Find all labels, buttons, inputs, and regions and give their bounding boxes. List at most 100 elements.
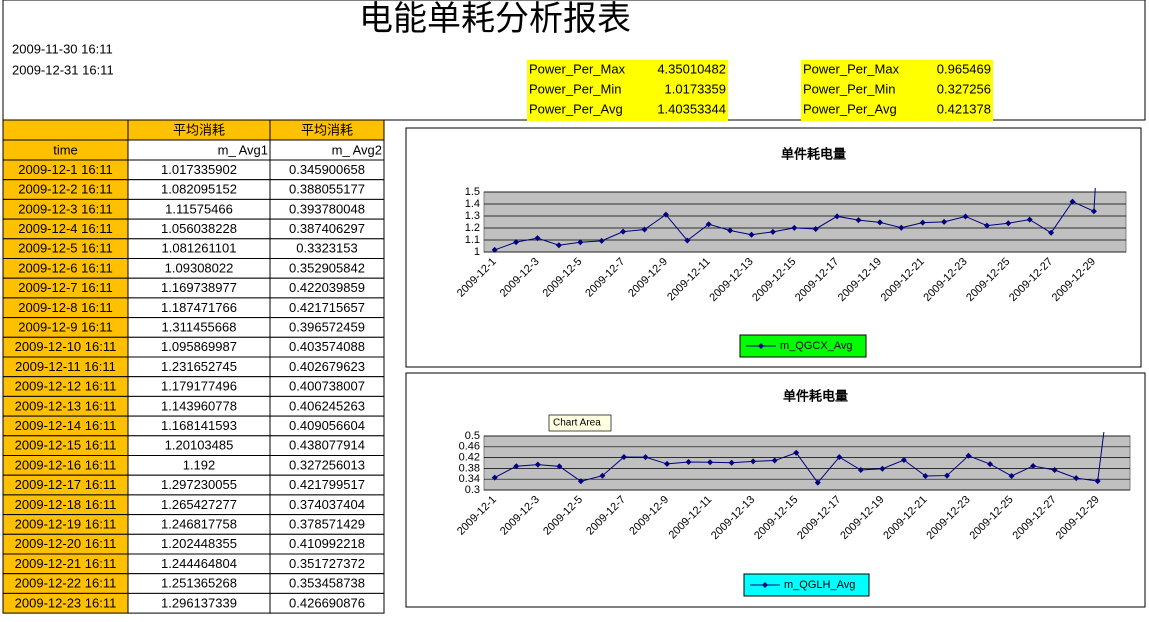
value-cell: 0.351727372 <box>289 556 365 571</box>
value-cell: 1.081261101 <box>162 241 237 256</box>
value-cell: 1.265427277 <box>161 497 237 512</box>
series-marker <box>664 460 671 467</box>
value-cell: 0.353458738 <box>289 576 365 591</box>
value-cell: 0.403574088 <box>289 339 365 354</box>
column-header: m_ Avg1 <box>218 142 268 157</box>
series-marker <box>879 465 886 472</box>
value-cell: 1.143960778 <box>161 398 237 413</box>
stat-value: 0.421378 <box>937 101 991 116</box>
value-cell: 1.017335902 <box>161 162 237 177</box>
series-marker <box>983 222 990 229</box>
stat-label: Power_Per_Max <box>803 61 900 76</box>
series-marker <box>555 242 562 249</box>
plot-area <box>483 435 1131 491</box>
series-marker <box>812 225 819 232</box>
time-cell: 2009-12-20 16:11 <box>15 536 117 551</box>
legend-marker <box>762 582 768 588</box>
value-cell: 0.345900658 <box>289 162 365 177</box>
series-marker <box>1048 229 1055 236</box>
series-marker <box>577 239 584 246</box>
time-cell: 2009-12-16 16:11 <box>15 457 117 472</box>
value-cell: 1.20103485 <box>165 438 234 453</box>
time-cell: 2009-12-10 16:11 <box>15 339 117 354</box>
y-tick-label: 1.4 <box>465 198 480 210</box>
series-marker <box>1069 198 1076 205</box>
series-marker <box>685 459 692 466</box>
chart-title: 单件耗电量 <box>781 146 846 161</box>
series-marker <box>513 239 520 246</box>
time-cell: 2009-12-12 16:11 <box>15 379 117 394</box>
value-cell: 0.410992218 <box>289 536 365 551</box>
value-cell: 1.082095152 <box>161 182 237 197</box>
y-tick-label: 1 <box>474 246 480 258</box>
value-cell: 0.406245263 <box>289 398 365 413</box>
value-cell: 1.187471766 <box>161 300 237 315</box>
value-cell: 0.374037404 <box>289 497 365 512</box>
series-marker <box>941 218 948 225</box>
column-header: time <box>53 142 78 157</box>
series-marker <box>943 472 950 479</box>
value-cell: 0.438077914 <box>289 438 365 453</box>
series-marker <box>513 463 520 470</box>
value-cell: 1.297230055 <box>161 477 237 492</box>
series-marker <box>836 454 843 461</box>
value-cell: 1.246817758 <box>161 517 237 532</box>
series-marker <box>684 237 691 244</box>
series-marker <box>1051 467 1058 474</box>
series-marker <box>1030 462 1037 469</box>
tooltip-box <box>548 414 612 432</box>
y-tick-label: 0.42 <box>459 452 480 464</box>
series-marker <box>791 224 798 231</box>
value-cell: 1.192 <box>183 457 216 472</box>
time-cell: 2009-12-13 16:11 <box>15 398 117 413</box>
table-cell <box>2 119 129 141</box>
value-cell: 1.244464804 <box>161 556 237 571</box>
stat-value: 0.327256 <box>937 81 991 96</box>
series-marker <box>491 246 498 253</box>
series-marker <box>876 219 883 226</box>
y-tick-label: 0.46 <box>459 441 480 453</box>
value-cell: 1.296137339 <box>161 595 237 610</box>
report-title: 电能单耗分析报表 <box>359 0 631 38</box>
stat-label: Power_Per_Min <box>529 81 622 96</box>
value-cell: 1.09308022 <box>165 260 234 275</box>
series-marker <box>727 227 734 234</box>
legend-box <box>739 334 867 358</box>
value-cell: 1.251365268 <box>161 576 237 591</box>
series-marker <box>556 463 563 470</box>
series-marker <box>748 231 755 238</box>
y-tick-label: 1.2 <box>465 222 480 234</box>
table-cell <box>269 592 385 614</box>
series-marker <box>769 228 776 235</box>
series-marker <box>900 457 907 464</box>
stat-label: Power_Per_Max <box>529 61 626 76</box>
series-marker <box>534 461 541 468</box>
series-marker <box>834 213 841 220</box>
series-marker <box>599 472 606 479</box>
value-cell: 1.095869987 <box>161 339 237 354</box>
series-marker <box>750 458 757 465</box>
stat-value: 1.40353344 <box>657 101 726 116</box>
time-cell: 2009-12-23 16:11 <box>15 595 117 610</box>
series-marker <box>1090 208 1097 215</box>
time-cell: 2009-12-1 16:11 <box>18 162 112 177</box>
time-cell: 2009-12-3 16:11 <box>18 201 112 216</box>
legend-label: m_QGLH_Avg <box>784 579 855 591</box>
value-cell: 0.3323153 <box>296 241 357 256</box>
series-marker <box>1008 472 1015 479</box>
stats-box <box>801 60 993 121</box>
series-marker <box>771 457 778 464</box>
time-cell: 2009-12-4 16:11 <box>18 221 112 236</box>
time-cell: 2009-12-7 16:11 <box>18 280 112 295</box>
stat-label: Power_Per_Min <box>803 81 896 96</box>
series-marker <box>962 213 969 220</box>
value-cell: 0.426690876 <box>289 595 365 610</box>
time-cell: 2009-12-17 16:11 <box>15 477 117 492</box>
value-cell: 0.387406297 <box>289 221 365 236</box>
time-cell: 2009-12-6 16:11 <box>18 260 112 275</box>
series-marker <box>965 452 972 459</box>
stat-label: Power_Per_Avg <box>803 101 897 116</box>
y-tick-label: 0.3 <box>465 484 480 496</box>
value-cell: 1.179177496 <box>161 379 237 394</box>
